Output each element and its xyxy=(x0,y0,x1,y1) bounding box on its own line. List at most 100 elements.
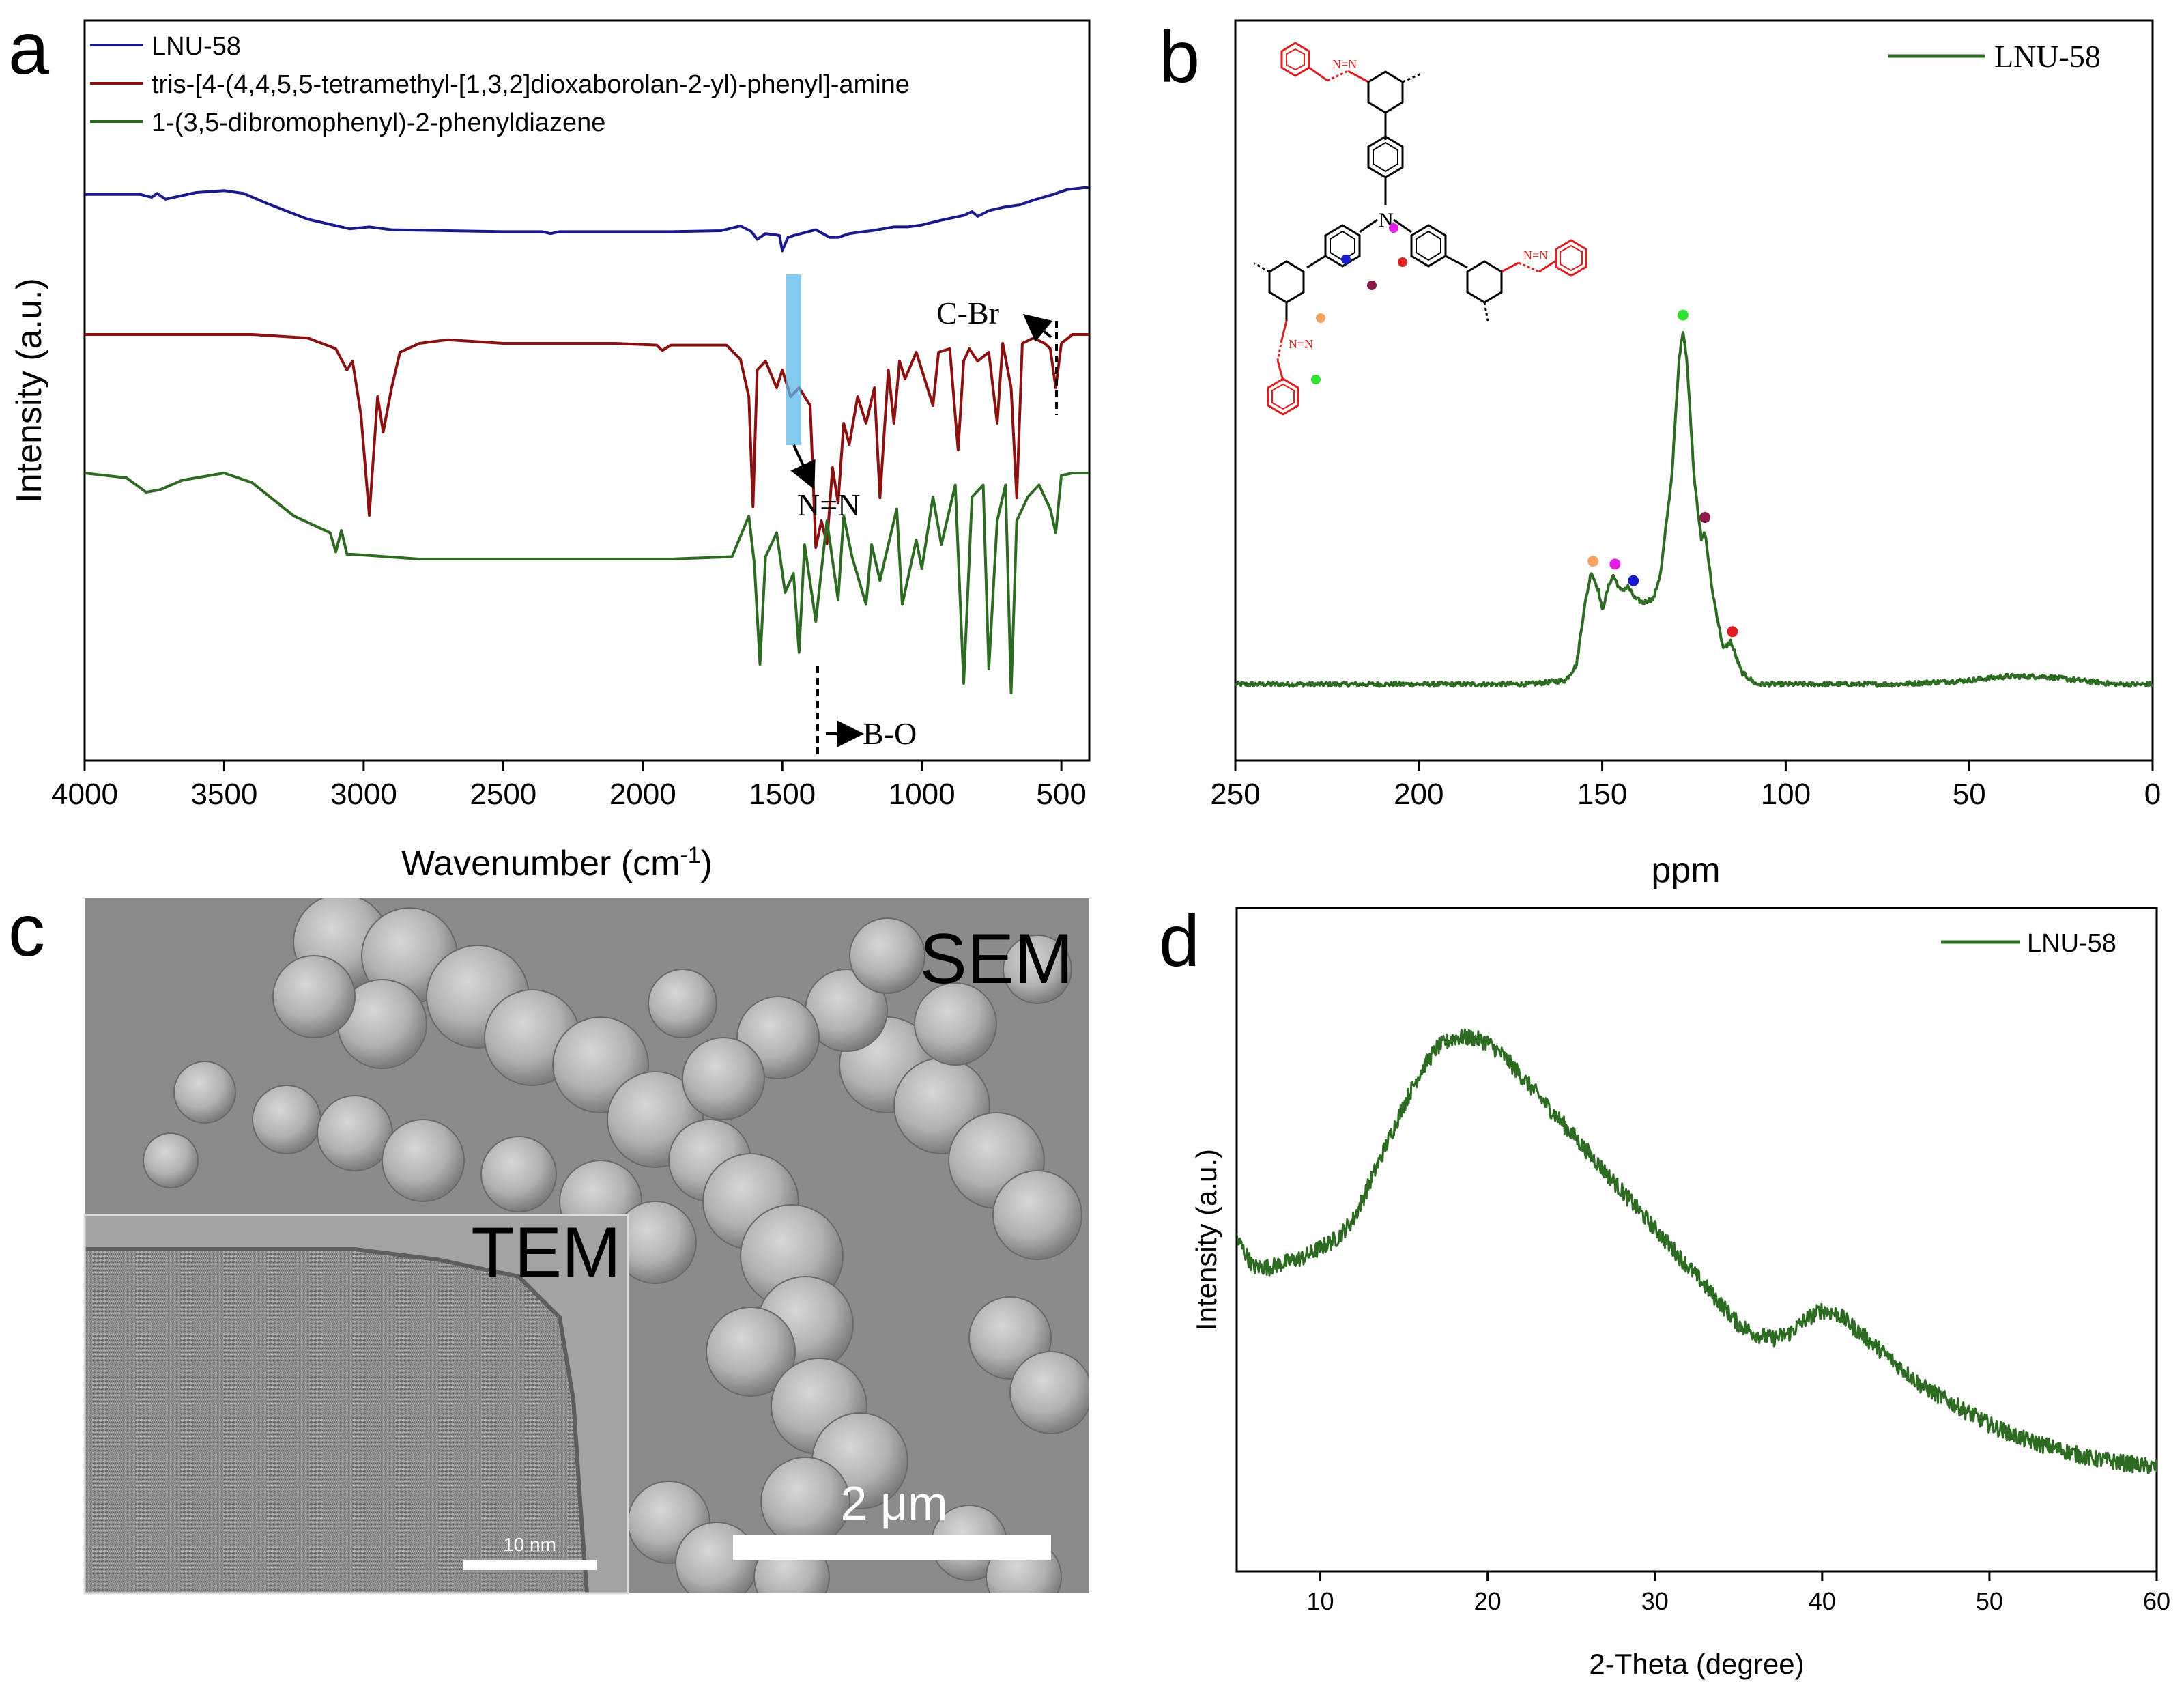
peak-marker xyxy=(1727,626,1738,638)
sem-particle xyxy=(382,1119,465,1202)
sem-particle xyxy=(682,1037,765,1120)
b-o-label: B-O xyxy=(863,716,917,751)
legend: LNU-58 tris-[4-(4,4,5,5-tetramethyl-[1,3… xyxy=(90,32,910,137)
x-tick-label: 1500 xyxy=(749,778,816,811)
phenyl-ring-inner xyxy=(1330,230,1355,261)
azo-bond xyxy=(1280,320,1288,341)
plot-frame xyxy=(1235,907,2158,1573)
dotted-bond xyxy=(1254,262,1270,273)
n-n-label: N=N xyxy=(797,487,860,522)
atom-marker-maroon xyxy=(1367,281,1377,290)
n-n-highlight xyxy=(786,274,801,445)
azo-label: N=N xyxy=(1332,57,1357,71)
phenyl-ring xyxy=(1268,260,1305,304)
legend-label: LNU-58 xyxy=(2027,929,2116,958)
sem-particle xyxy=(252,1085,321,1154)
peak-marker xyxy=(1609,558,1621,570)
x-axis-title: ppm xyxy=(1651,851,1720,890)
dotted-bond xyxy=(1483,302,1489,322)
legend-label: LNU-58 xyxy=(152,32,241,61)
phenyl-ring-inner xyxy=(1373,141,1398,173)
panel-letter-b: b xyxy=(1159,15,1200,98)
panel-a-ftir-chart: 4000 3500 3000 2500 2000 1500 1000 500 LNU-58 t… xyxy=(10,19,1091,883)
plot-frame xyxy=(1234,19,2154,762)
bond xyxy=(1393,218,1412,233)
sem-particle xyxy=(317,1095,393,1171)
phenyl-ring-red xyxy=(1267,377,1299,416)
tem-image xyxy=(85,1215,628,1593)
n-n-arrow xyxy=(790,444,816,490)
sem-particle xyxy=(480,1136,557,1212)
series-line-lnu-58 xyxy=(85,186,1089,253)
phenyl-ring xyxy=(1367,135,1404,179)
x-tick-label: 50 xyxy=(1953,778,1986,811)
sem-particle xyxy=(173,1061,236,1124)
panel-letter-d: d xyxy=(1159,899,1200,982)
azo-bond xyxy=(1347,70,1369,83)
dotted-bond xyxy=(1402,72,1422,83)
sem-particle xyxy=(760,1457,850,1547)
sem-particle xyxy=(706,1307,796,1397)
x-tick-label: 30 xyxy=(1641,1587,1669,1615)
azo-bond xyxy=(1327,70,1349,82)
atom-marker-blue xyxy=(1341,255,1351,264)
panel-d-xrd-chart: 10 20 30 40 50 60 LNU-58 Intensity (a.u.) 2-T… xyxy=(1190,907,2170,1680)
x-tick-label: 50 xyxy=(1976,1587,2003,1615)
series-line-lnu-58 xyxy=(1237,1028,2157,1474)
phenyl-ring xyxy=(1466,260,1503,304)
x-tick-label: 150 xyxy=(1577,778,1627,811)
x-tick-label: 2500 xyxy=(470,778,536,811)
azo-label: N=N xyxy=(1523,248,1548,262)
legend-label: LNU-58 xyxy=(1994,39,2101,74)
bond xyxy=(1445,255,1468,269)
x-tick-label: 100 xyxy=(1761,778,1811,811)
x-tick-label: 250 xyxy=(1210,778,1260,811)
x-tick-label: 40 xyxy=(1809,1587,1836,1615)
atom-marker-magenta xyxy=(1389,223,1398,233)
series-line-lnu-58 xyxy=(1235,331,2153,688)
x-axis-title: 2-Theta (degree) xyxy=(1589,1648,1804,1680)
atom-marker-green xyxy=(1311,375,1321,384)
sem-particle xyxy=(1009,1351,1089,1434)
legend-label: tris-[4-(4,4,5,5-tetramethyl-[1,3,2]diox… xyxy=(152,70,910,99)
azo-label: N=N xyxy=(1289,337,1313,351)
x-tick-label: 1000 xyxy=(889,778,956,811)
chemical-structure: N N=N xyxy=(1254,42,1587,416)
azo-bond xyxy=(1276,360,1284,382)
peak-marker xyxy=(1677,309,1689,321)
azo-bond xyxy=(1276,339,1283,361)
sem-particle xyxy=(143,1132,199,1188)
x-tick-label: 200 xyxy=(1394,778,1443,811)
peak-marker xyxy=(1628,575,1639,586)
sem-label: SEM xyxy=(919,920,1073,999)
bond xyxy=(1306,255,1326,269)
x-tick-label: 500 xyxy=(1036,778,1086,811)
bond xyxy=(1359,218,1378,233)
peak-marker xyxy=(1699,512,1711,523)
atom-marker-red xyxy=(1398,257,1407,267)
x-tick-label: 4000 xyxy=(51,778,118,811)
panel-b-nmr-chart: 250 200 150 100 50 0 LNU-58 ppm N xyxy=(1210,19,2161,890)
legend-label: 1-(3,5-dibromophenyl)-2-phenyldiazene xyxy=(152,109,605,137)
azo-bond xyxy=(1501,261,1519,273)
panel-letter-a: a xyxy=(8,7,50,89)
x-tick-label: 60 xyxy=(2143,1587,2170,1615)
series-line-tris-4-4-4 xyxy=(85,333,1089,549)
phenyl-ring-red-inner xyxy=(1271,383,1295,410)
y-axis-title: Intensity (a.u.) xyxy=(10,278,49,502)
plot-frame xyxy=(83,19,1091,762)
phenyl-ring-red xyxy=(1555,239,1587,277)
sem-scale-bar xyxy=(733,1535,1051,1560)
sem-particle xyxy=(914,982,997,1066)
x-tick-label: 10 xyxy=(1307,1587,1334,1615)
phenyl-ring-red-inner xyxy=(1286,48,1305,71)
phenyl-ring-red-inner xyxy=(1560,244,1583,272)
peak-marker xyxy=(1587,556,1599,567)
series-line-1-3-5-dibro xyxy=(85,472,1089,694)
sem-scale-label: 2 μm xyxy=(840,1477,947,1530)
azo-bond xyxy=(1538,259,1557,273)
panel-letter-c: c xyxy=(8,889,45,971)
panel-c-microscopy: SEM TEM 2 μm 10 nm xyxy=(83,898,1089,1595)
sem-particle xyxy=(849,917,925,994)
